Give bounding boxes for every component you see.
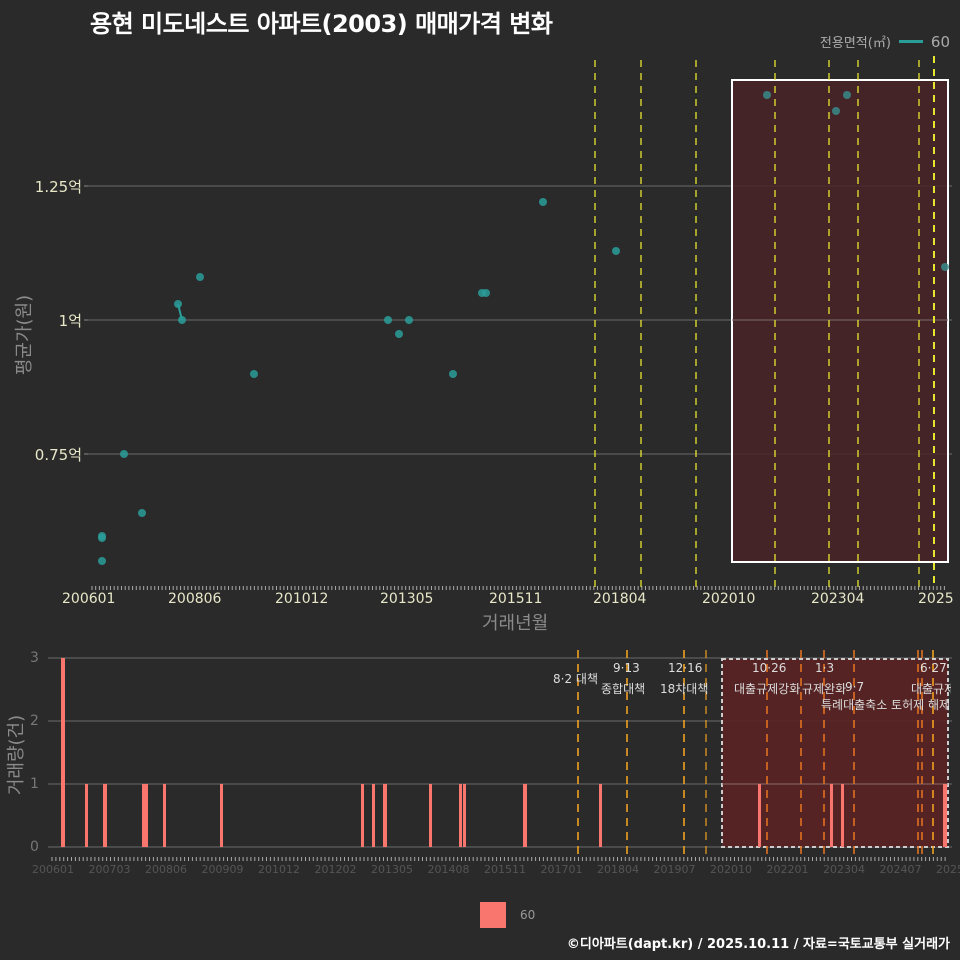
legend-line-icon [898,40,923,43]
annotation-date: 9·7 [845,680,865,694]
bottom-y-tick: 0 [30,839,39,855]
bottom-legend: 60 [480,902,535,928]
bottom-x-tick: 202304 [823,863,865,876]
top-y-tick: 1.25억 [34,178,82,196]
bottom-chart [48,650,952,861]
bottom-x-tick: 201012 [258,863,300,876]
bottom-x-tick: 200806 [145,863,187,876]
top-chart [84,56,952,590]
annotation-date: 1·3 [815,661,835,675]
bottom-x-tick: 201408 [427,863,470,876]
bottom-x-tick: 200703 [88,863,131,876]
annotation: 종합대책 [601,682,646,696]
legend-title: 전용면적(㎡) [819,36,891,51]
data-points [98,91,949,565]
annotation: 18차대책 [660,682,709,696]
bottom-x-tick: 2025 [936,863,960,876]
bottom-x-tick: 201701 [540,863,583,876]
chart-title: 용현 미도네스트 아파트(2003) 매매가격 변화 [90,10,553,38]
bottom-x-tick: 201305 [371,863,413,876]
top-x-tick: 200601 [62,591,116,607]
top-x-tick: 200806 [168,591,222,607]
top-x-tick: 201012 [275,591,329,607]
top-x-axis-title: 거래년월 [482,613,549,634]
annotation: 8·2 대책 [553,672,598,686]
bottom-x-tick: 201804 [597,863,639,876]
footer-credit: ©디아파트(dapt.kr) / 2025.10.11 / 자료=국토교통부 실… [566,937,950,952]
top-x-tick: 202304 [811,591,865,607]
highlight-region [731,79,949,563]
x-minor-ticks [91,586,945,590]
top-y-axis-title: 평균가(원) [14,294,35,376]
bottom-y-tick: 2 [30,713,39,729]
annotation: 특례대출축소 토허제 해제 [821,698,951,712]
bottom-x-tick: 201907 [653,863,696,876]
legend-swatch-icon [480,902,506,928]
bottom-x-tick: 200601 [32,863,74,876]
annotation-date: 10·26 [752,661,787,675]
top-x-tick: 2025 [918,591,954,607]
bottom-x-tick: 202010 [710,863,752,876]
legend-value: 60 [520,908,536,922]
top-legend: 전용면적(㎡) 60 [819,32,950,52]
bottom-x-ticks: 200601 200703 200806 200909 201012 201202 2013… [0,863,960,879]
legend-value: 60 [930,32,950,51]
top-x-tick: 202010 [702,591,756,607]
x-minor-ticks [51,857,946,861]
policy-lines [577,650,934,858]
policy-lines [594,56,935,588]
bottom-x-tick: 201202 [314,863,357,876]
top-x-tick: 201511 [489,591,543,607]
bottom-y-tick: 3 [30,650,39,666]
bottom-x-tick: 201511 [484,863,526,876]
annotation-date: 6·27 [920,661,947,675]
top-x-tick: 201804 [593,591,647,607]
annotation: 대출규제 [911,682,951,696]
annotation-date: 12·16 [668,661,703,675]
annotation: 규제완화 [802,682,847,696]
bottom-x-tick: 202201 [766,863,809,876]
top-y-tick: 1억 [58,312,82,330]
annotation-date: 9·13 [613,661,640,675]
bottom-y-axis-title: 거래량(건) [6,714,27,796]
volume-bars [61,658,947,847]
bottom-x-tick: 202407 [879,863,922,876]
bottom-x-tick: 200909 [201,863,244,876]
annotation: 대출규제강화 [734,682,801,696]
top-x-tick: 201305 [380,591,434,607]
bottom-y-tick: 1 [30,776,39,792]
top-y-tick: 0.75억 [34,446,82,464]
